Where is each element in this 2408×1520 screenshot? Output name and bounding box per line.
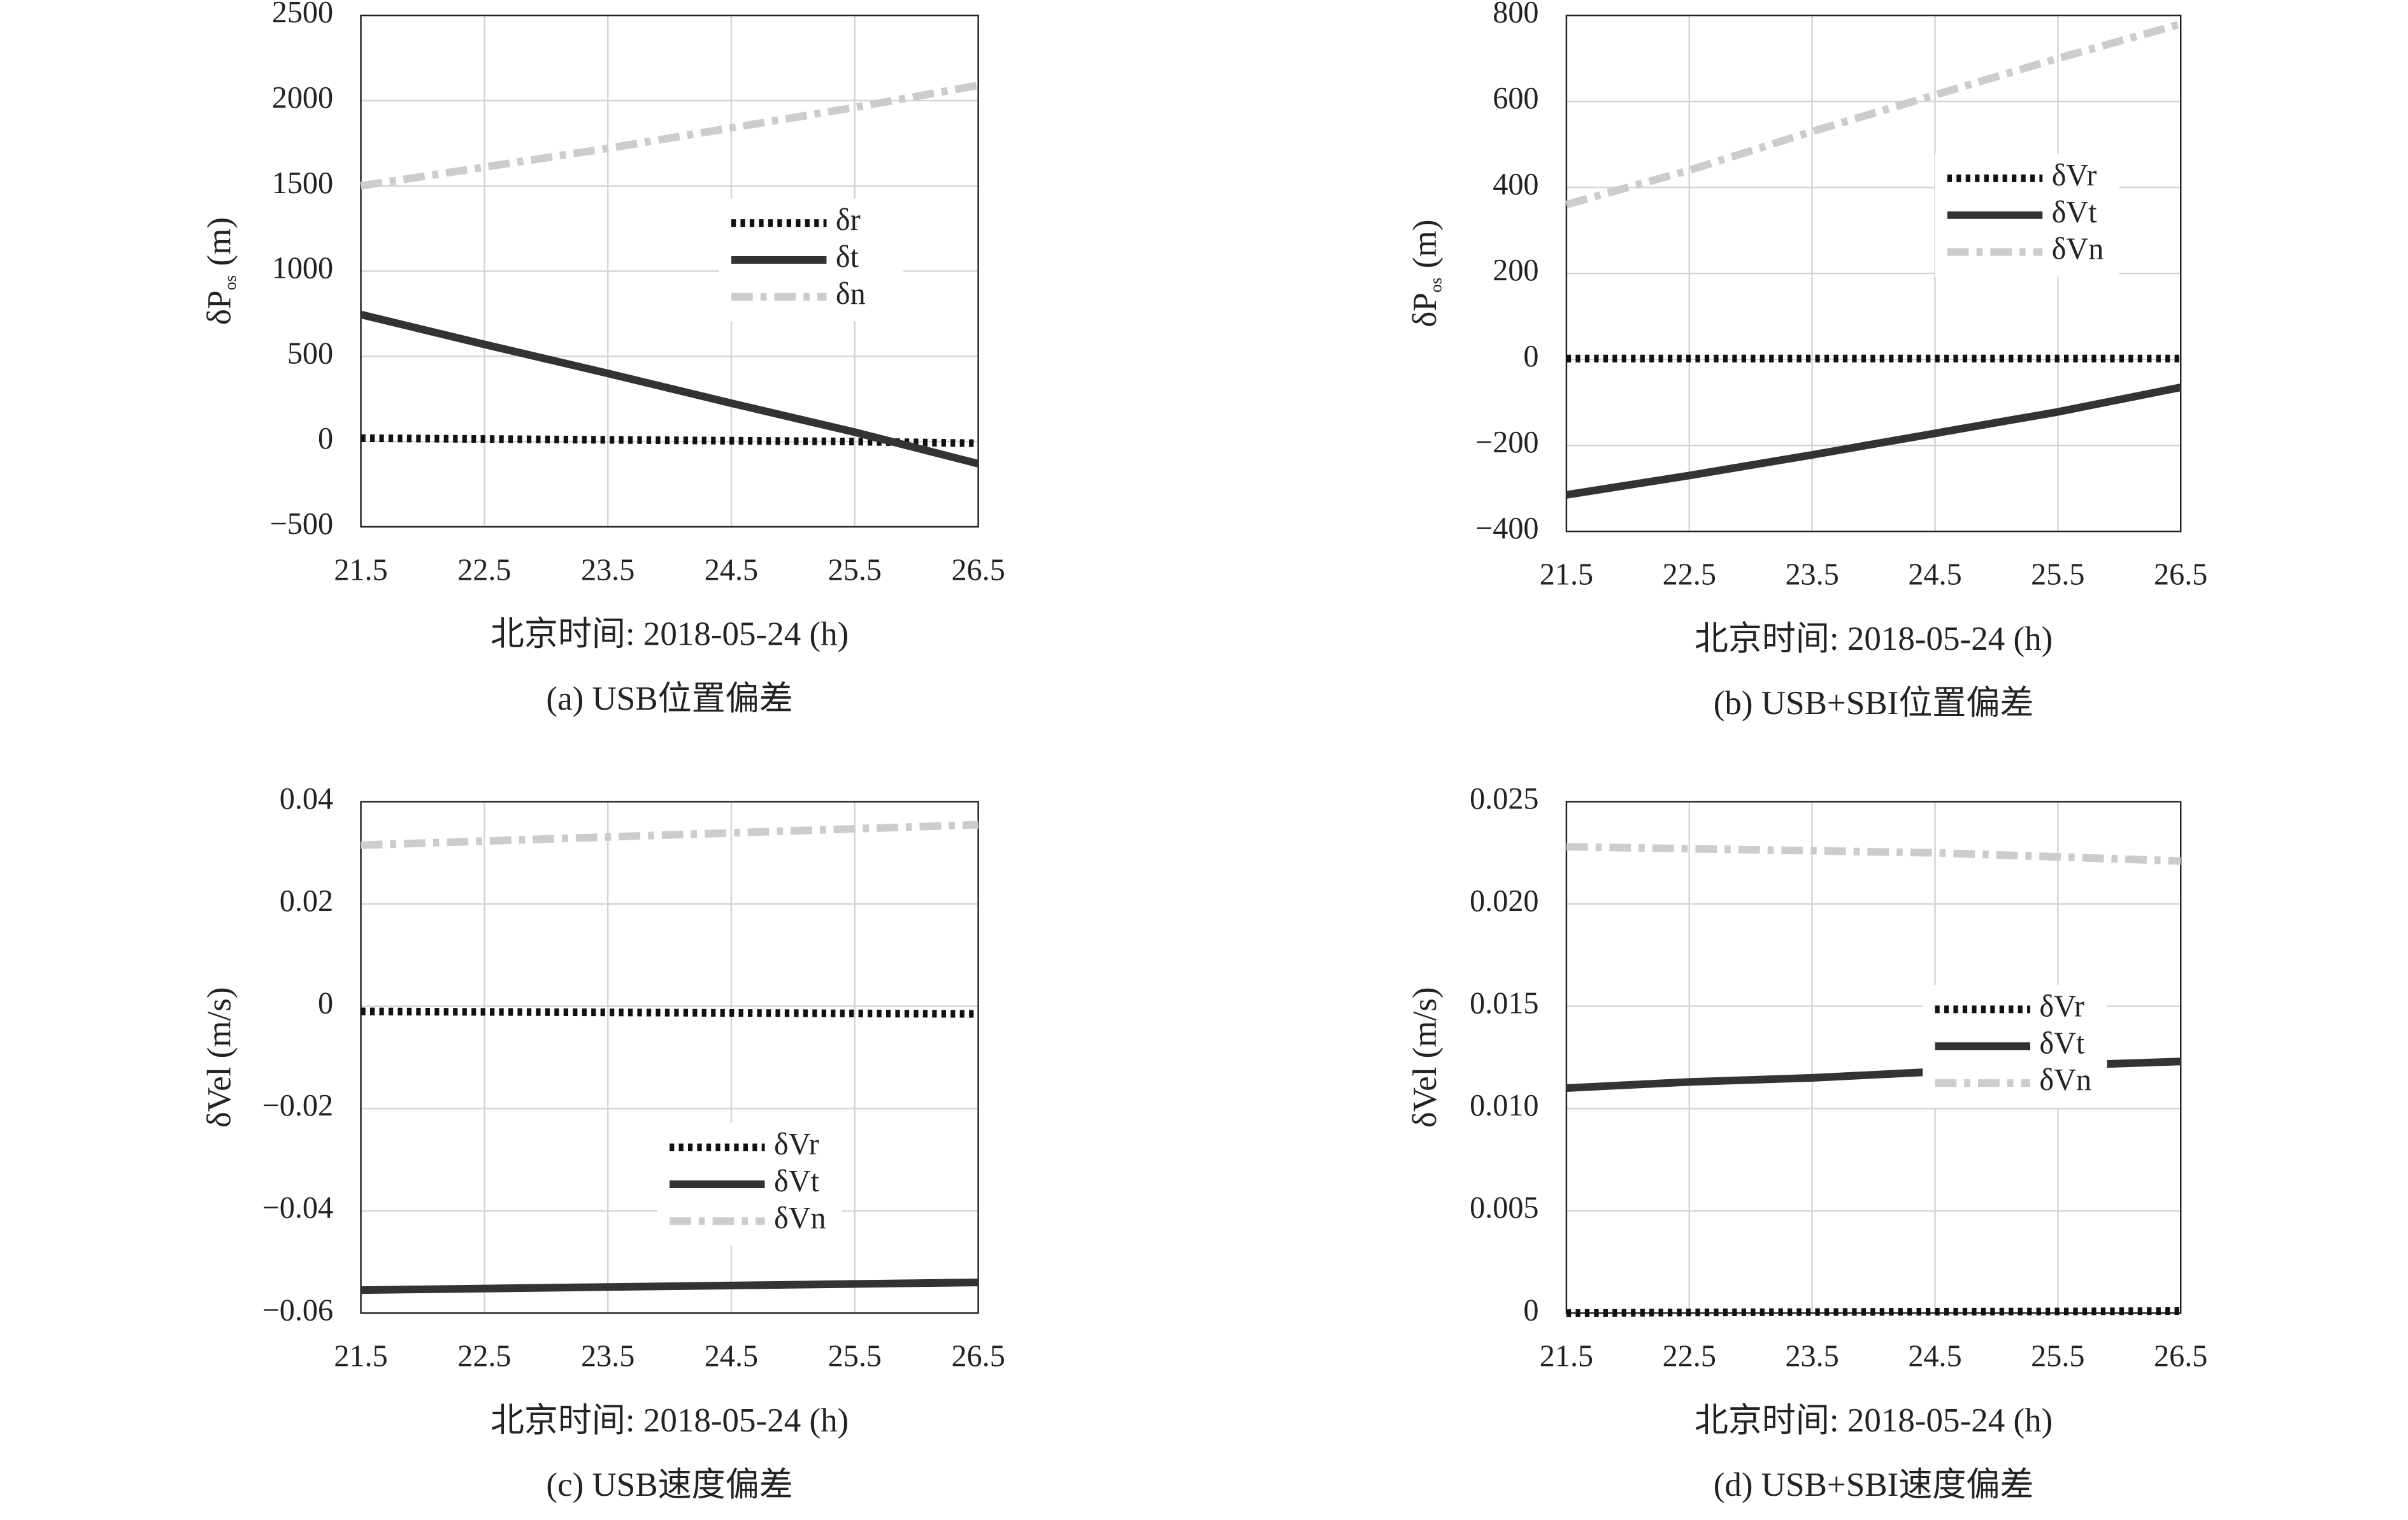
- x-tick-label: 21.5: [1540, 558, 1593, 592]
- y-tick-label: 500: [287, 336, 333, 370]
- y-axis-label-unit: (m): [201, 217, 238, 266]
- y-axis-label-sub: os: [220, 275, 240, 290]
- data-line: [361, 434, 978, 447]
- x-tick-label: 26.5: [2154, 558, 2207, 592]
- x-tick-label: 24.5: [1908, 558, 1961, 592]
- plot-frame: [1565, 14, 2182, 533]
- x-tick-label: 21.5: [334, 553, 387, 587]
- y-tick-label: 0: [318, 422, 333, 455]
- x-axis-label: 北京时间: 2018-05-24 (h): [1695, 620, 2053, 657]
- data-line: [361, 1007, 978, 1018]
- caption: (d) USB+SBI速度偏差: [1714, 1466, 2034, 1503]
- y-tick-label: 0.025: [1470, 782, 1538, 816]
- y-tick-label: 0: [318, 987, 333, 1021]
- y-axis-label: δVel (m/s): [1407, 987, 1444, 1128]
- x-tick-label: 25.5: [828, 553, 882, 587]
- x-axis-label: 北京时间: 2018-05-24 (h): [1695, 1402, 2053, 1439]
- y-tick-label: −0.02: [262, 1089, 334, 1122]
- y-tick-label: 800: [1493, 0, 1538, 29]
- y-axis-label: δPos (m): [1407, 220, 1445, 327]
- legend-label: δt: [836, 240, 859, 274]
- x-tick-label: 23.5: [1785, 558, 1838, 592]
- y-tick-label: 0.020: [1470, 884, 1538, 918]
- x-axis-label: 北京时间: 2018-05-24 (h): [491, 616, 849, 653]
- y-tick-label: 2000: [272, 81, 333, 115]
- plot-frame: [360, 14, 979, 528]
- x-tick-label: 26.5: [951, 1340, 1005, 1373]
- y-tick-label: 1500: [272, 166, 333, 200]
- data-line: [1565, 384, 2182, 499]
- x-tick-label: 26.5: [951, 553, 1005, 587]
- data-line: [360, 81, 979, 190]
- legend-label: δr: [836, 203, 861, 237]
- y-axis-label: δPos (m): [201, 217, 240, 325]
- y-axis-label-sub: os: [1426, 278, 1445, 293]
- x-tick-label: 23.5: [581, 553, 634, 587]
- x-tick-label: 25.5: [2031, 1340, 2084, 1373]
- y-tick-label: −200: [1475, 426, 1538, 459]
- legend-label: δVr: [2039, 989, 2084, 1023]
- y-tick-label: 0.02: [280, 884, 333, 918]
- y-tick-label: 200: [1493, 254, 1538, 287]
- data-line: [360, 310, 980, 468]
- y-tick-label: 0.005: [1470, 1191, 1538, 1225]
- x-tick-label: 22.5: [1663, 1340, 1716, 1373]
- data-line: [361, 821, 978, 849]
- y-axis-label-main: δP: [201, 290, 238, 325]
- x-tick-label: 25.5: [2031, 558, 2084, 592]
- x-tick-label: 22.5: [457, 1340, 511, 1373]
- x-tick-label: 23.5: [1785, 1340, 1838, 1373]
- data-line: [1565, 20, 2182, 208]
- y-tick-label: 0.010: [1470, 1089, 1538, 1122]
- caption: (c) USB速度偏差: [546, 1466, 792, 1503]
- legend-label: δVn: [774, 1201, 826, 1235]
- plot-frame: [360, 801, 979, 1314]
- y-tick-label: −0.04: [262, 1191, 334, 1225]
- legend-label: δVr: [774, 1128, 819, 1161]
- x-tick-label: 21.5: [1540, 1340, 1593, 1373]
- y-tick-label: 600: [1493, 82, 1538, 115]
- y-tick-label: −500: [270, 507, 334, 541]
- x-tick-label: 22.5: [457, 553, 511, 587]
- y-axis-label-unit: (m): [1407, 220, 1444, 269]
- y-axis-label: δVel (m/s): [201, 987, 238, 1128]
- y-tick-label: 0: [1523, 1293, 1538, 1327]
- legend-label: δVt: [774, 1165, 820, 1198]
- legend-label: δVn: [2052, 233, 2104, 266]
- x-tick-label: 21.5: [334, 1340, 387, 1373]
- caption: (a) USB位置偏差: [546, 680, 792, 717]
- y-tick-label: −0.06: [262, 1293, 334, 1327]
- x-tick-label: 26.5: [2154, 1340, 2207, 1373]
- data-line: [1566, 1307, 2181, 1317]
- y-tick-label: 0.015: [1470, 987, 1538, 1021]
- y-tick-label: 400: [1493, 168, 1538, 201]
- x-tick-label: 24.5: [1908, 1340, 1961, 1373]
- caption: (b) USB+SBI位置偏差: [1714, 685, 2034, 722]
- y-tick-label: 0.04: [280, 782, 333, 816]
- y-tick-label: 2500: [272, 0, 333, 29]
- x-tick-label: 24.5: [705, 553, 758, 587]
- legend-label: δn: [836, 277, 866, 311]
- legend-label: δVn: [2039, 1063, 2091, 1097]
- y-axis-label-main: δP: [1407, 292, 1444, 327]
- data-line: [1566, 843, 2181, 865]
- x-axis-label: 北京时间: 2018-05-24 (h): [491, 1402, 849, 1439]
- x-tick-label: 22.5: [1663, 558, 1716, 592]
- data-line: [361, 1279, 978, 1294]
- x-tick-label: 24.5: [705, 1340, 758, 1373]
- legend-label: δVr: [2052, 159, 2097, 192]
- legend-label: δVt: [2052, 196, 2098, 229]
- x-tick-label: 23.5: [581, 1340, 634, 1373]
- y-tick-label: 0: [1523, 340, 1538, 373]
- x-tick-label: 25.5: [828, 1340, 882, 1373]
- y-tick-label: −400: [1475, 512, 1538, 545]
- y-tick-label: 1000: [272, 252, 333, 285]
- legend-label: δVt: [2039, 1026, 2085, 1060]
